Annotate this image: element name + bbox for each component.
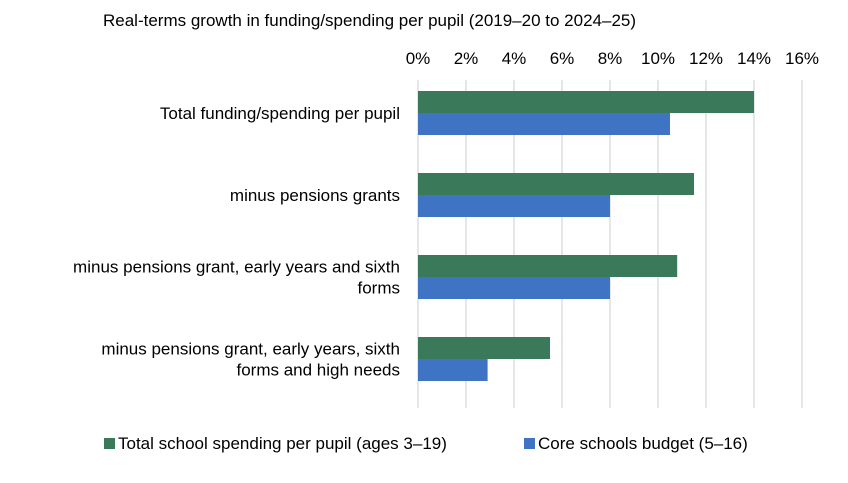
legend-swatch-2 [524,438,535,449]
category-labels: Total funding/spending per pupil minus pe… [73,104,400,380]
category-label: minus pensions grants [230,186,400,205]
bars [418,91,754,381]
bar-series-2-category-2 [418,195,610,217]
x-tick-label: 2% [454,49,479,68]
legend-label-1: Total school spending per pupil (ages 3–… [118,434,447,453]
bar-series-1-category-2 [418,173,694,195]
bar-series-2-category-3 [418,277,610,299]
legend-label-2: Core schools budget (5–16) [538,434,748,453]
x-tick-label: 0% [406,49,431,68]
category-label: forms [358,279,401,298]
category-label: minus pensions grant, early years, sixth [101,340,400,359]
category-label: Total funding/spending per pupil [160,104,400,123]
legend: Total school spending per pupil (ages 3–… [104,434,748,453]
chart-title: Real-terms growth in funding/spending pe… [103,11,636,30]
bar-series-1-category-4 [418,337,550,359]
bar-series-2-category-4 [418,359,488,381]
x-tick-label: 8% [598,49,623,68]
legend-swatch-1 [104,438,115,449]
bar-series-2-category-1 [418,113,670,135]
category-label: minus pensions grant, early years and si… [73,258,400,277]
bar-series-1-category-1 [418,91,754,113]
x-tick-label: 10% [641,49,675,68]
x-tick-label: 6% [550,49,575,68]
x-axis-tick-labels: 0% 2% 4% 6% 8% 10% 12% 14% 16% [406,49,819,68]
x-tick-label: 16% [785,49,819,68]
x-tick-label: 4% [502,49,527,68]
bar-series-1-category-3 [418,255,678,277]
x-tick-label: 14% [737,49,771,68]
x-tick-label: 12% [689,49,723,68]
category-label: forms and high needs [237,361,401,380]
